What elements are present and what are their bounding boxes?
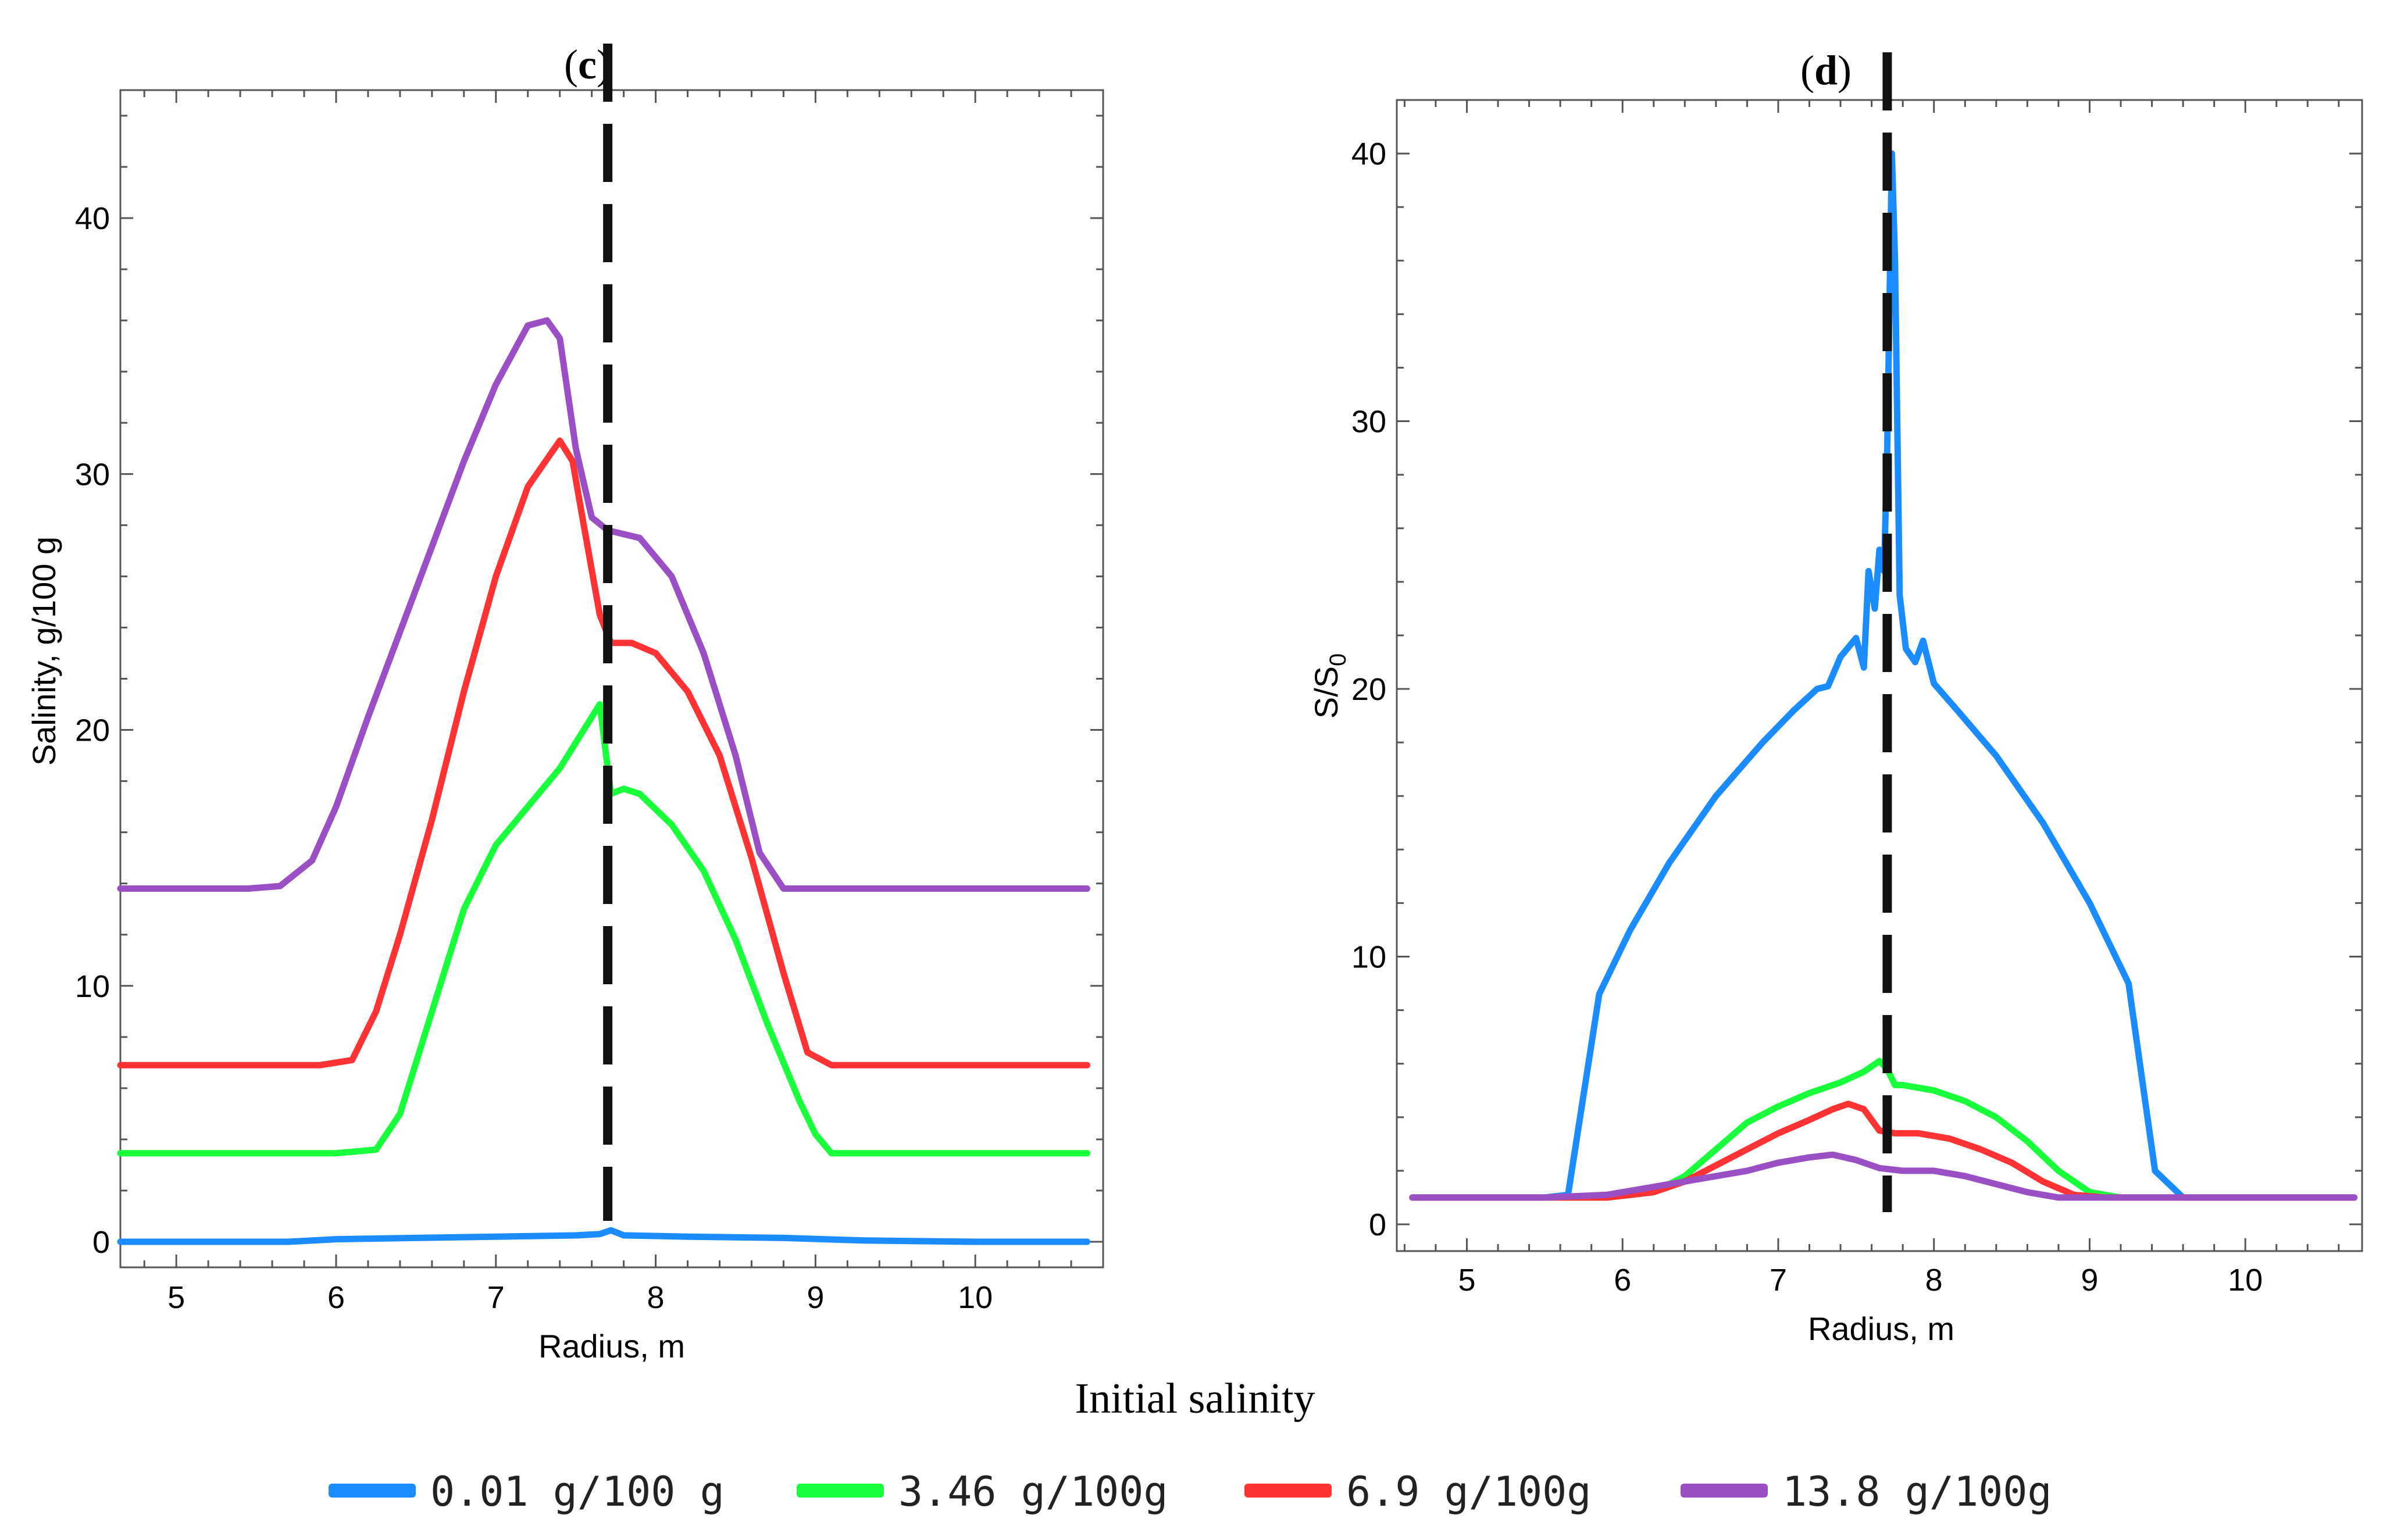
legend-swatch [329,1484,416,1498]
x-tick-label: 7 [487,1280,505,1315]
series-line-13.8-g-100g [1409,1151,2358,1201]
series-line-6.9-g-100g [117,437,1090,1069]
x-tick-label: 6 [1614,1263,1631,1298]
legend-swatch [1681,1484,1768,1498]
panel-c-xlabel: Radius, m [538,1328,685,1364]
x-tick-label: 7 [1770,1263,1787,1298]
panel-c: (c) 5 6 7 8 9 10 0 10 20 30 40 Radius, m Salinity,… [26,41,1104,1364]
legend-swatch [797,1484,884,1498]
y-tick-label: 0 [1369,1207,1386,1242]
panel-d-ylabel: S/S0 [1308,653,1351,719]
x-tick-label: 8 [647,1280,665,1315]
legend-swatch [1244,1484,1332,1498]
y-tick-label: 40 [75,201,110,236]
legend-label: 6.9 g/100g [1346,1468,1591,1516]
panel-d-ticks: 5 6 7 8 9 10 0 10 20 30 40 [1351,99,2362,1298]
panel-c-series [117,317,1090,1245]
x-tick-label: 5 [1458,1263,1475,1298]
y-tick-label: 30 [75,457,110,492]
y-tick-label: 20 [1351,672,1386,707]
series-line-3.46-g-100g [117,701,1090,1157]
panel-d-ylabel-main: S/S [1308,666,1344,719]
y-tick-label: 20 [75,713,110,748]
legend-label: 13.8 g/100g [1782,1468,2052,1516]
legend: 0.01 g/100 g 3.46 g/100g 6.9 g/100g 13.8 g/… [329,1468,2052,1516]
legend-item: 3.46 g/100g [797,1468,1168,1516]
x-tick-label: 9 [2081,1263,2098,1298]
x-tick-label: 6 [327,1280,345,1315]
x-tick-label: 5 [167,1280,185,1315]
y-tick-label: 10 [75,969,110,1004]
y-tick-label: 30 [1351,405,1386,440]
panel-c-label: c [578,41,597,88]
series-line-0.01-g-100-g [1409,150,2358,1201]
y-tick-label: 10 [1351,939,1386,974]
legend-label: 0.01 g/100 g [430,1468,725,1516]
panel-c-ylabel: Salinity, g/100 g [26,537,62,766]
legend-label: 3.46 g/100g [898,1468,1168,1516]
legend-item: 0.01 g/100 g [329,1468,725,1516]
panel-d-label: d [1814,47,1838,94]
x-tick-label: 10 [2228,1263,2263,1298]
y-tick-label: 0 [92,1225,110,1260]
panel-d-ylabel-subscript: 0 [1325,653,1351,666]
panel-d-title: (d) [1800,47,1852,94]
y-tick-label: 40 [1351,137,1386,171]
series-line-0.01-g-100-g [117,1227,1090,1245]
legend-item: 6.9 g/100g [1244,1468,1591,1516]
x-tick-label: 8 [1925,1263,1943,1298]
series-line-6.9-g-100g [1409,1100,2358,1201]
x-tick-label: 10 [958,1280,993,1315]
x-tick-label: 9 [807,1280,824,1315]
legend-item: 13.8 g/100g [1681,1468,2052,1516]
panel-c-title: (c) [564,41,611,88]
legend-title: Initial salinity [1075,1375,1315,1423]
panel-c-ticks: 5 6 7 8 9 10 0 10 20 30 40 [75,90,1104,1315]
series-line-13.8-g-100g [117,317,1090,892]
panel-d-frame [1396,99,2363,1252]
panel-d-xlabel: Radius, m [1808,1310,1954,1347]
